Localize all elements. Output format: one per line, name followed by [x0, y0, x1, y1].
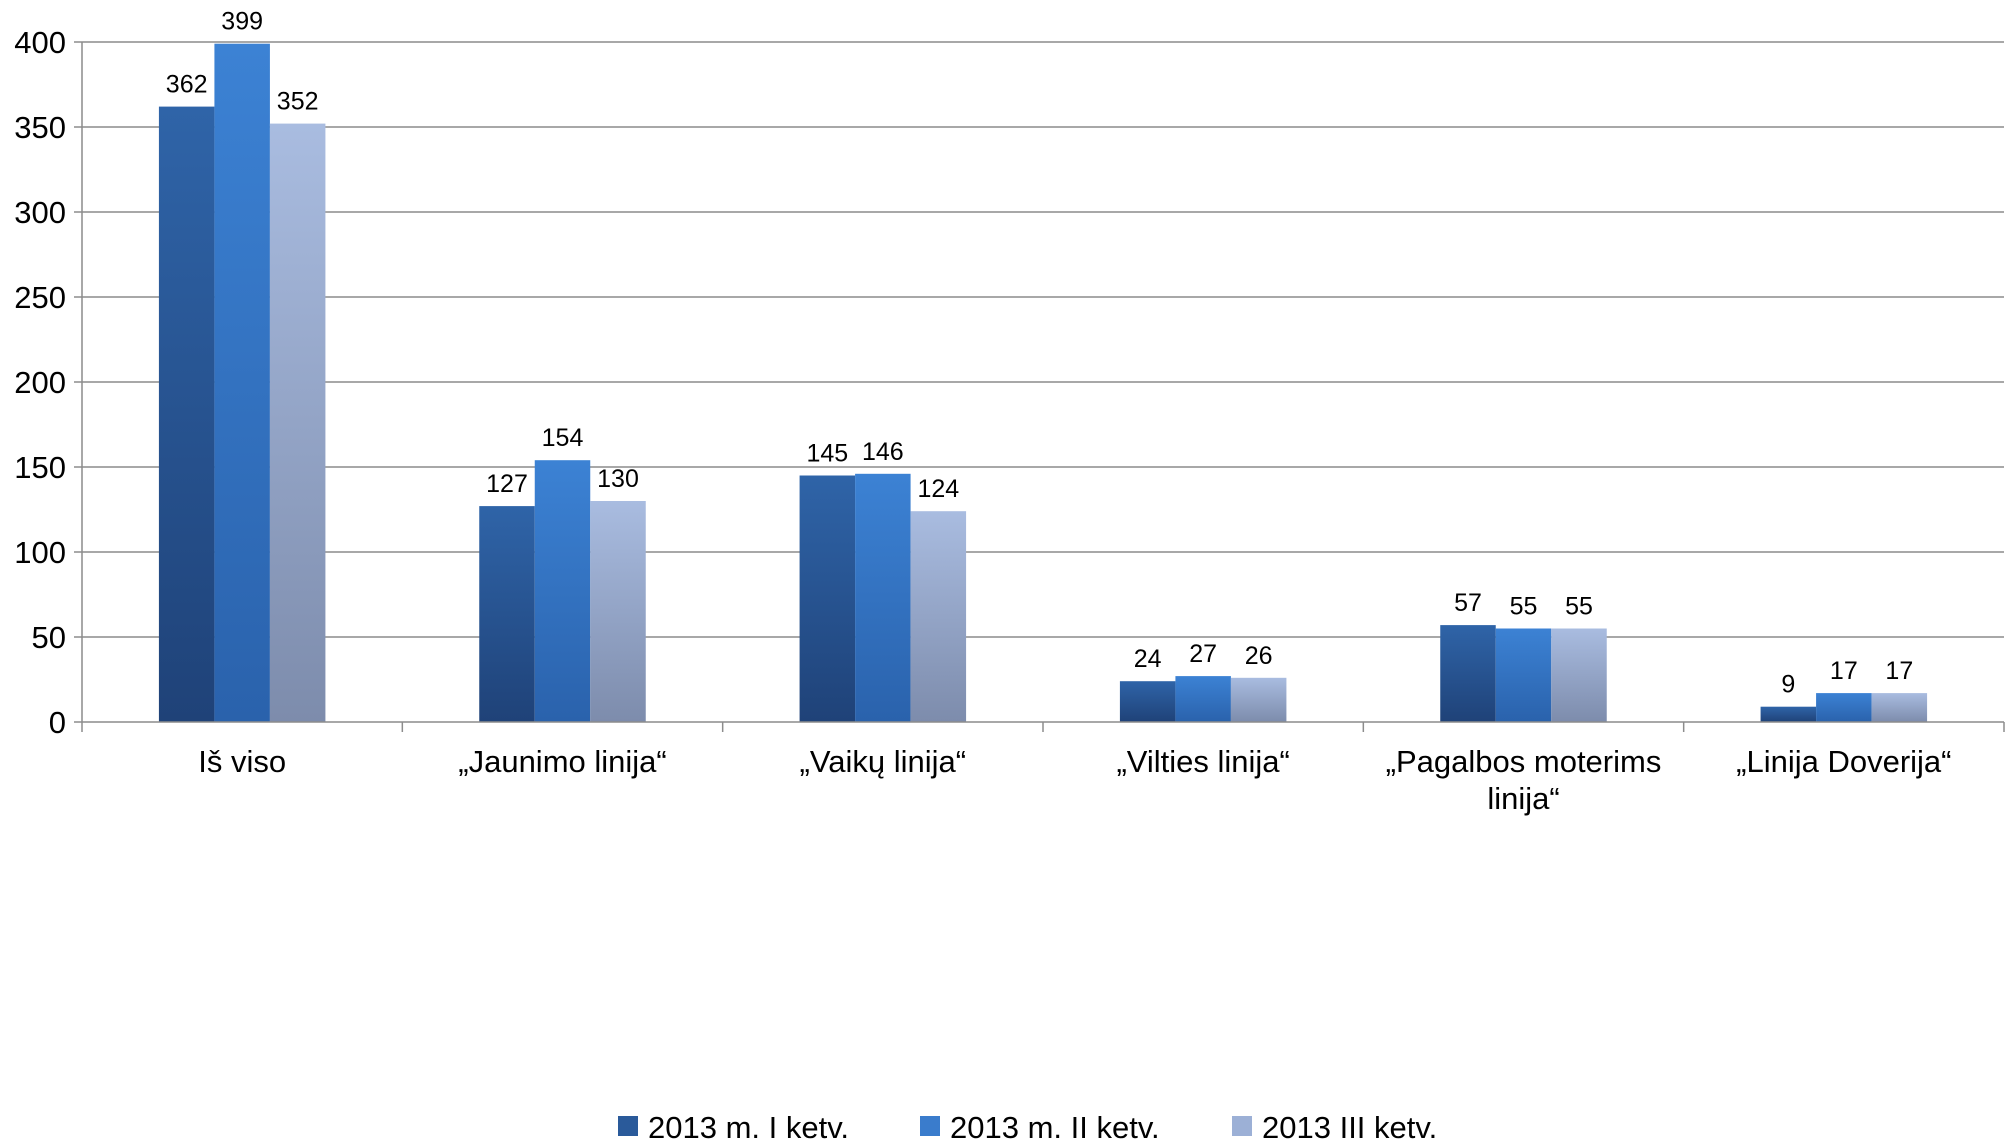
bar	[1551, 628, 1607, 722]
x-category-label: „Jaunimo linija“	[458, 744, 666, 779]
y-tick-label: 300	[14, 195, 66, 230]
x-category-label: „Vaikų linija“	[800, 744, 967, 779]
bar	[1871, 693, 1928, 722]
legend-label: 2013 m. I ketv.	[648, 1110, 849, 1142]
y-tick-label: 400	[14, 25, 66, 60]
x-category-label: Iš viso	[198, 744, 286, 779]
data-label: 17	[1830, 657, 1858, 685]
data-label: 57	[1454, 589, 1482, 617]
y-tick-label: 200	[14, 365, 66, 400]
data-label: 17	[1885, 657, 1913, 685]
y-tick-label: 250	[14, 280, 66, 315]
legend-swatch	[1232, 1116, 1252, 1136]
bar	[1760, 706, 1817, 722]
data-label: 362	[166, 71, 208, 99]
bar	[479, 506, 535, 722]
y-tick-label: 0	[49, 705, 66, 740]
data-label: 55	[1565, 593, 1593, 621]
y-tick-label: 100	[14, 535, 66, 570]
x-axis	[81, 42, 2005, 732]
data-labels: 362 399 352 127 154 130 145 146 124 24 27 26 57 55 55 9…	[166, 8, 1913, 699]
y-tick-label: 350	[14, 110, 66, 145]
legend-swatch	[618, 1116, 638, 1136]
bar	[214, 43, 270, 722]
gridlines	[74, 41, 2004, 723]
data-label: 352	[277, 88, 319, 116]
legend-label: 2013 III ketv.	[1262, 1110, 1437, 1142]
data-label: 399	[221, 8, 263, 36]
data-label: 145	[806, 440, 848, 468]
x-axis-category-labels: Iš viso „Jaunimo linija“ „Vaikų linija“ „Vi…	[198, 744, 1951, 816]
data-label: 24	[1134, 645, 1162, 673]
x-category-label: „Vilties linija“	[1116, 744, 1289, 779]
bar	[910, 511, 967, 722]
bar	[799, 475, 856, 722]
y-axis-tick-labels: 0 50 100 150 200 250 300 350 400	[14, 25, 66, 740]
bar	[1175, 676, 1231, 722]
data-label: 154	[542, 424, 584, 452]
y-tick-label: 50	[32, 620, 66, 655]
data-label: 127	[486, 470, 528, 498]
legend: 2013 m. I ketv. 2013 m. II ketv. 2013 III …	[618, 1110, 1437, 1142]
data-label: 26	[1245, 642, 1273, 670]
data-label: 146	[862, 438, 904, 466]
bars	[158, 43, 1928, 723]
bar	[158, 106, 215, 723]
bar	[1495, 628, 1552, 722]
y-tick-label: 150	[14, 450, 66, 485]
bar	[1440, 625, 1496, 722]
legend-label: 2013 m. II ketv.	[950, 1110, 1160, 1142]
x-category-label: „Pagalbos moterims linija“	[1386, 744, 1662, 816]
data-label: 124	[917, 475, 959, 503]
bar	[590, 501, 646, 722]
bar	[1816, 693, 1872, 722]
x-category-label: „Linija Doverija“	[1736, 744, 1951, 779]
bar	[855, 473, 911, 722]
bar	[1230, 677, 1287, 722]
data-label: 9	[1781, 671, 1795, 699]
data-label: 55	[1510, 593, 1538, 621]
bar	[534, 460, 591, 722]
bar	[1119, 681, 1176, 722]
bar	[269, 123, 326, 723]
data-label: 130	[597, 465, 639, 493]
legend-swatch	[920, 1116, 940, 1136]
data-label: 27	[1189, 640, 1217, 668]
